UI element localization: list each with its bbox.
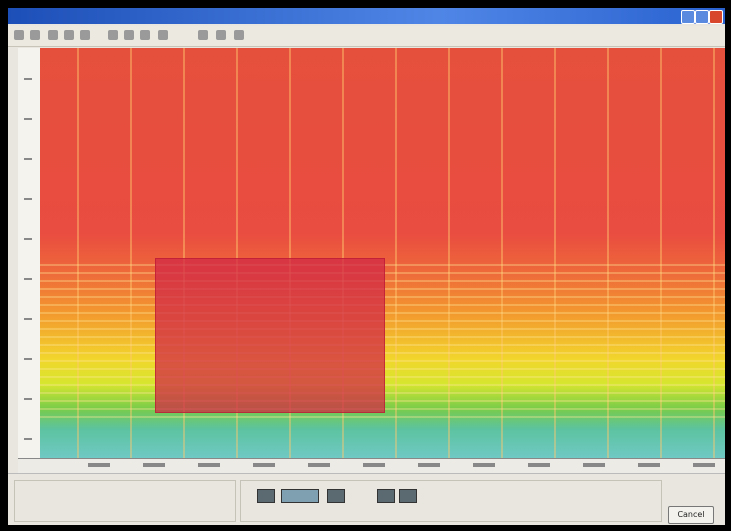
control-button[interactable] xyxy=(377,489,395,503)
tool-button[interactable] xyxy=(158,30,168,40)
tool-button[interactable] xyxy=(14,30,24,40)
maximize-button[interactable] xyxy=(695,10,709,24)
spectrogram-window: Cancel xyxy=(8,8,725,525)
cancel-button[interactable]: Cancel xyxy=(668,506,714,524)
options-group xyxy=(14,480,236,522)
tool-button[interactable] xyxy=(80,30,90,40)
tool-button[interactable] xyxy=(64,30,74,40)
control-button[interactable] xyxy=(281,489,319,503)
tool-button[interactable] xyxy=(198,30,208,40)
close-button[interactable] xyxy=(709,10,723,24)
tool-button[interactable] xyxy=(216,30,226,40)
tool-button[interactable] xyxy=(234,30,244,40)
toolbar xyxy=(8,26,725,47)
tool-button[interactable] xyxy=(30,30,40,40)
title-bar xyxy=(8,8,725,24)
control-button[interactable] xyxy=(327,489,345,503)
control-button[interactable] xyxy=(257,489,275,503)
screen: Cancel (() => { const data = JSON.parse(… xyxy=(0,0,731,531)
frequency-ruler xyxy=(18,48,41,458)
tool-button[interactable] xyxy=(48,30,58,40)
minimize-button[interactable] xyxy=(681,10,695,24)
tool-button[interactable] xyxy=(140,30,150,40)
time-axis xyxy=(18,458,725,473)
selection-region[interactable] xyxy=(155,258,385,413)
control-panel: Cancel xyxy=(8,473,725,525)
tool-button[interactable] xyxy=(108,30,118,40)
playback-group xyxy=(240,480,662,522)
control-button[interactable] xyxy=(399,489,417,503)
tool-button[interactable] xyxy=(124,30,134,40)
